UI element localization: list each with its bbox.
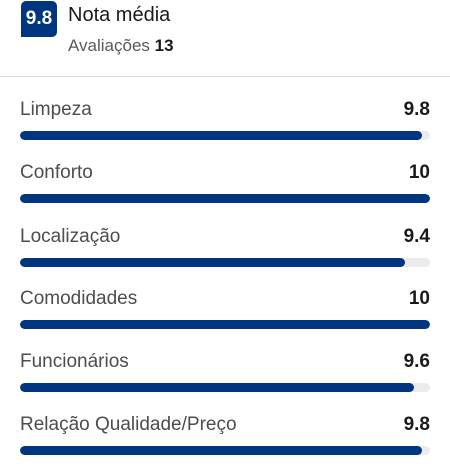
reviews-line: Avaliações 13 [68, 36, 174, 56]
criterion-bar-track [20, 258, 430, 267]
criterion-label: Funcionários [20, 351, 129, 372]
criterion-label: Localização [20, 226, 121, 247]
criterion-bar-track [20, 446, 430, 455]
reviews-count: 13 [154, 36, 174, 55]
criterion-label: Comodidades [20, 288, 138, 309]
criterion-label: Conforto [20, 162, 93, 183]
criterion-facilities: Comodidades 10 [20, 288, 430, 338]
criterion-bar-fill [20, 320, 430, 329]
criterion-comfort: Conforto 10 [20, 162, 430, 212]
criterion-bar-track [20, 320, 430, 329]
criterion-score: 9.6 [403, 351, 430, 372]
criterion-score: 10 [408, 288, 430, 309]
criterion-cleanliness: Limpeza 9.8 [20, 99, 430, 149]
criterion-score: 9.8 [403, 414, 430, 435]
criterion-score: 10 [408, 162, 430, 183]
criterion-bar-fill [20, 258, 406, 267]
average-score-title: Nota média [68, 4, 171, 26]
criterion-label: Relação Qualidade/Preço [20, 414, 237, 435]
score-badge: 9.8 [21, 1, 57, 37]
reviews-label: Avaliações [68, 36, 150, 55]
criterion-score: 9.8 [403, 99, 430, 120]
criterion-location: Localização 9.4 [20, 226, 430, 276]
criterion-label: Limpeza [20, 99, 92, 120]
criterion-bar-track [20, 383, 430, 392]
criterion-score: 9.4 [403, 226, 430, 247]
criterion-bar-fill [20, 131, 422, 140]
criterion-bar-track [20, 194, 430, 203]
criterion-bar-fill [20, 383, 414, 392]
criterion-bar-track [20, 131, 430, 140]
criterion-bar-fill [20, 446, 422, 455]
criteria-list: Limpeza 9.8 Conforto 10 Localização 9.4 … [20, 99, 430, 455]
criterion-value-for-money: Relação Qualidade/Preço 9.8 [20, 414, 430, 464]
rating-summary-header: 9.8 Nota média Avaliações 13 [0, 0, 450, 77]
criterion-staff: Funcionários 9.6 [20, 351, 430, 401]
criterion-bar-fill [20, 194, 430, 203]
